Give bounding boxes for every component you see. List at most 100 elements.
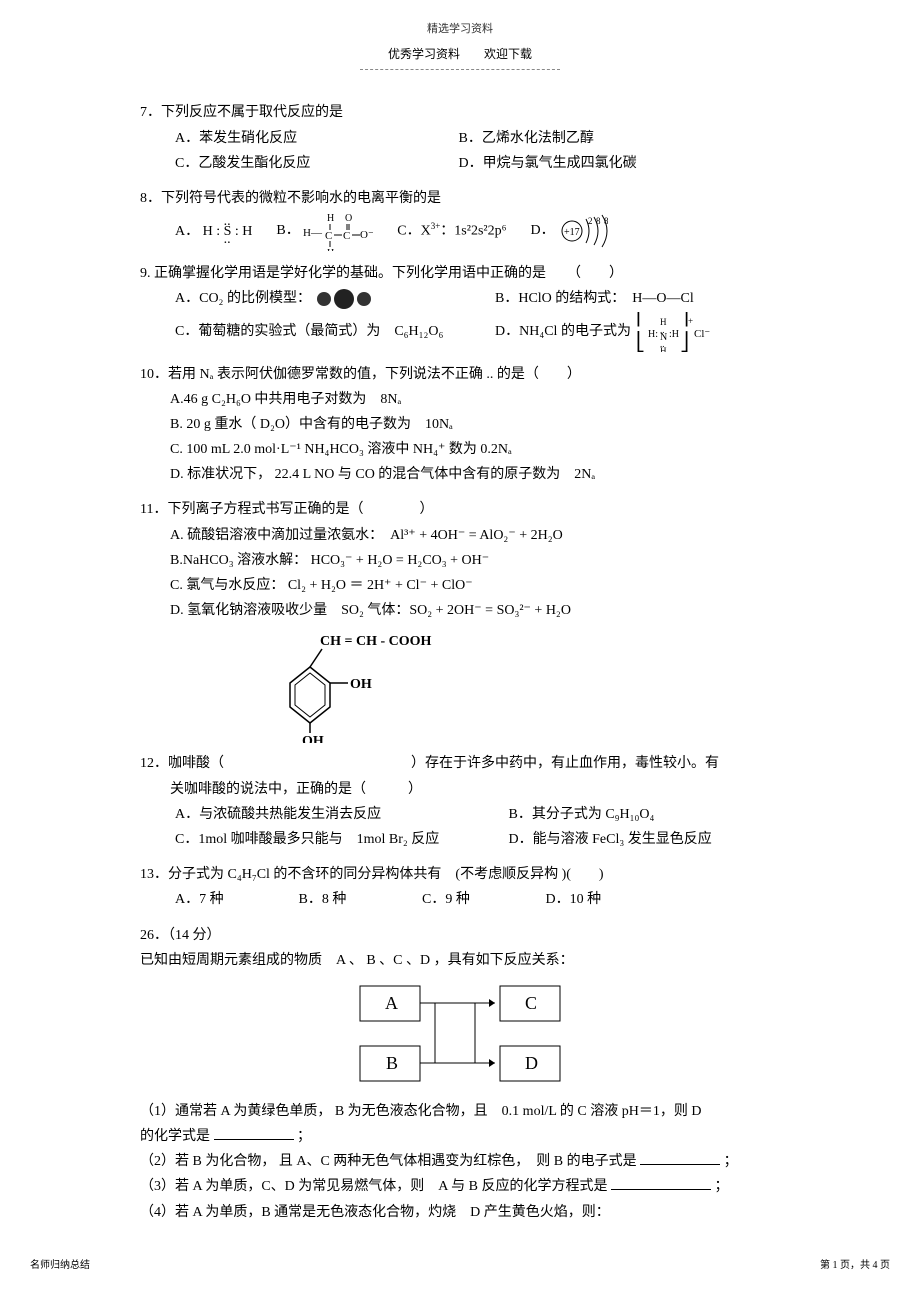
q10-opt-b: B. 20 g 重水（ D₂O）中含有的电子数为 10Nₐ	[140, 412, 780, 437]
header-sub: 优秀学习资料 欢迎下载	[360, 44, 560, 71]
q9-opt-d: D．NH₄Cl 的电子式为 ⎡ ⎣ H: H .. N .. H :H ⎤ ⎦ …	[495, 312, 714, 352]
nh4cl-lewis-icon: ⎡ ⎣ H: H .. N .. H :H ⎤ ⎦ + Cl⁻	[634, 312, 714, 352]
q10-opt-a: A.46 g C₂H₆O 中共用电子对数为 8Nₐ	[140, 387, 780, 412]
svg-text:⎡: ⎡	[636, 312, 645, 327]
q7-opt-c: C．乙酸发生酯化反应	[175, 151, 425, 176]
q26-p1b: 的化学式是	[140, 1129, 210, 1144]
svg-text:C: C	[525, 993, 537, 1013]
q26-p3a: （3）若 A 为单质，C、D 为常见易燃气体，则 A 与 B 反应的化学方程式是	[140, 1179, 607, 1194]
svg-text:H: H	[327, 248, 334, 251]
q7-opt-b: B．乙烯水化法制乙醇	[459, 126, 594, 151]
footer-right: 第 1 页，共 4 页	[820, 1257, 890, 1275]
svg-text:H:: H:	[648, 329, 658, 340]
footer-left: 名师归纳总结	[30, 1257, 90, 1275]
q9-stem: 9. 正确掌握化学用语是学好化学的基础。下列化学用语中正确的是 （ ）	[140, 261, 780, 286]
q11-opt-a: A. 硫酸铝溶液中滴加过量浓氨水： Al³⁺ + 4OH⁻ = AlO₂⁻ + …	[140, 523, 780, 548]
question-26: 26．（14 分） 已知由短周期元素组成的物质 A 、 B 、C 、D ，具有如…	[140, 923, 780, 1225]
svg-text:+: +	[688, 316, 693, 326]
svg-text:⎦: ⎦	[680, 331, 689, 352]
q13-stem: 13．分子式为 C₄H₇Cl 的不含环的同分异构体共有 (不考虑顺反异构 )( …	[140, 862, 780, 887]
q8-b-label: B．	[276, 223, 299, 238]
q8-stem: 8．下列符号代表的微粒不影响水的电离平衡的是	[140, 186, 780, 211]
question-8: 8．下列符号代表的微粒不影响水的电离平衡的是 A． H : S.... : H …	[140, 186, 780, 251]
q26-p2b: ；	[724, 1154, 738, 1169]
svg-text:C: C	[343, 230, 350, 242]
q7-stem: 7．下列反应不属于取代反应的是	[140, 100, 780, 125]
q8-d-label: D．	[530, 223, 554, 238]
q10-stem: 10．若用 Nₐ 表示阿伏伽德罗常数的值，下列说法不正确 .. 的是（ ）	[140, 362, 780, 387]
svg-text:⎣: ⎣	[636, 331, 645, 352]
svg-text:8: 8	[604, 216, 608, 226]
svg-text:H: H	[660, 346, 667, 352]
svg-text:OH: OH	[350, 677, 372, 692]
q9-opt-b: B．HClO 的结构式： H—O—Cl	[495, 286, 694, 311]
q11-opt-c: C. 氯气与水反应： Cl₂ + H₂O ＝ 2H⁺ + Cl⁻ + ClO⁻	[140, 573, 780, 598]
q26-stem1: 26．（14 分）	[140, 923, 780, 948]
svg-text:CH = CH - COOH: CH = CH - COOH	[320, 634, 432, 649]
q12-stem-line2: 关咖啡酸的说法中，正确的是（ ）	[140, 777, 780, 802]
blank-2	[640, 1164, 720, 1165]
q13-opt-c: C．9 种	[422, 887, 512, 912]
svg-text:+17: +17	[564, 227, 580, 238]
svg-text:A: A	[385, 993, 398, 1013]
q26-stem2: 已知由短周期元素组成的物质 A 、 B 、C 、D ，具有如下反应关系：	[140, 948, 780, 973]
q7-opt-d: D．甲烷与氯气生成四氯化碳	[459, 151, 637, 176]
q12-stem-pre: 12．咖啡酸（	[140, 756, 224, 771]
atom-icon: +17 2 8 8	[558, 213, 608, 249]
q11-opt-d: D. 氢氧化钠溶液吸收少量 SO₂ 气体：SO₂ + 2OH⁻ = SO₃²⁻ …	[140, 598, 780, 623]
blank-1	[214, 1139, 294, 1140]
svg-text:H—: H—	[303, 227, 323, 239]
q11-opt-b: B.NaHCO₃ 溶液水解： HCO₃⁻ + H₂O = H₂CO₃ + OH⁻	[140, 548, 780, 573]
q13-opt-d: D．10 种	[546, 887, 602, 912]
svg-text:2: 2	[588, 216, 593, 226]
q9-opt-a: A．CO₂ 的比例模型：	[175, 286, 495, 311]
q12-opt-b: B．其分子式为 C₉H₁₀O₄	[509, 802, 655, 827]
q9-a-pre: A．CO₂ 的比例模型：	[175, 291, 311, 306]
q10-opt-d: D. 标准状况下， 22.4 L NO 与 CO 的混合气体中含有的原子数为 2…	[140, 462, 780, 487]
q8-c-sup: 3+	[431, 221, 441, 231]
q26-p1a: （1）通常若 A 为黄绿色单质， B 为无色液态化合物，且 0.1 mol/L …	[140, 1104, 701, 1119]
q8-opt-a: A． H : S.... : H	[175, 219, 252, 244]
q8-opt-b: B． H— H C H C O O⁻	[276, 211, 373, 251]
header-top: 精选学习资料	[140, 20, 780, 40]
q9-opt-c: C．葡萄糖的实验式（最简式）为 C₆H₁₂O₆	[175, 319, 495, 344]
blank-3	[611, 1189, 711, 1190]
q8-opt-d: D． +17 2 8 8	[530, 213, 608, 249]
question-13: 13．分子式为 C₄H₇Cl 的不含环的同分异构体共有 (不考虑顺反异构 )( …	[140, 862, 780, 912]
question-7: 7．下列反应不属于取代反应的是 A．苯发生硝化反应 B．乙烯水化法制乙醇 C．乙…	[140, 100, 780, 176]
q11-stem: 11．下列离子方程式书写正确的是（ ）	[140, 497, 780, 522]
q12-stem-post: ）存在于许多中药中，有止血作用，毒性较小。有	[411, 756, 719, 771]
svg-text::H: :H	[669, 329, 679, 340]
question-11: 11．下列离子方程式书写正确的是（ ） A. 硫酸铝溶液中滴加过量浓氨水： Al…	[140, 497, 780, 623]
q12-opt-a: A．与浓硫酸共热能发生消去反应	[175, 802, 475, 827]
svg-text:O⁻: O⁻	[360, 229, 373, 241]
q26-p3b: ；	[714, 1179, 728, 1194]
svg-text:B: B	[386, 1053, 398, 1073]
svg-text:O: O	[345, 213, 352, 224]
reaction-diagram-icon: A B C D	[320, 981, 600, 1091]
svg-text:OH: OH	[302, 734, 324, 743]
q10-opt-c: C. 100 mL 2.0 mol·L⁻¹ NH₄HCO₃ 溶液中 NH₄⁺ 数…	[140, 437, 780, 462]
co2-model-icon	[314, 287, 374, 311]
q26-p2a: （2）若 B 为化合物， 且 A、C 两种无色气体相遇变为红棕色， 则 B 的电…	[140, 1154, 637, 1169]
q12-opt-c: C．1mol 咖啡酸最多只能与 1mol Br₂ 反应	[175, 827, 475, 852]
svg-text:H: H	[327, 213, 334, 224]
q8-c-prefix: C．X	[397, 224, 430, 239]
q8-opt-c: C．X3+：1s²2s²2p⁶	[397, 218, 506, 244]
q26-p4: （4）若 A 为单质，B 通常是无色液态化合物，灼烧 D 产生黄色火焰，则：	[140, 1200, 780, 1225]
q7-opt-a: A．苯发生硝化反应	[175, 126, 425, 151]
q26-p1: （1）通常若 A 为黄绿色单质， B 为无色液态化合物，且 0.1 mol/L …	[140, 1099, 780, 1124]
svg-text:8: 8	[596, 216, 601, 226]
question-12: 12．咖啡酸（ ）存在于许多中药中，有止血作用，毒性较小。有 关咖啡酸的说法中，…	[140, 751, 780, 852]
q26-p3: （3）若 A 为单质，C、D 为常见易燃气体，则 A 与 B 反应的化学方程式是…	[140, 1174, 780, 1199]
q8-a-label: A．	[175, 224, 199, 239]
q26-p2: （2）若 B 为化合物， 且 A、C 两种无色气体相遇变为红棕色， 则 B 的电…	[140, 1149, 780, 1174]
q8-c-rest: ：1s²2s²2p⁶	[440, 224, 506, 239]
svg-text:Cl⁻: Cl⁻	[694, 328, 710, 340]
q12-opt-d: D．能与溶液 FeCl₃ 发生显色反应	[509, 827, 712, 852]
q26-p1c: ；	[297, 1129, 311, 1144]
question-9: 9. 正确掌握化学用语是学好化学的基础。下列化学用语中正确的是 （ ） A．CO…	[140, 261, 780, 351]
q13-opt-a: A．7 种	[175, 887, 265, 912]
caffeic-acid-icon: CH = CH - COOH OH OH	[260, 633, 460, 743]
question-10: 10．若用 Nₐ 表示阿伏伽德罗常数的值，下列说法不正确 .. 的是（ ） A.…	[140, 362, 780, 488]
